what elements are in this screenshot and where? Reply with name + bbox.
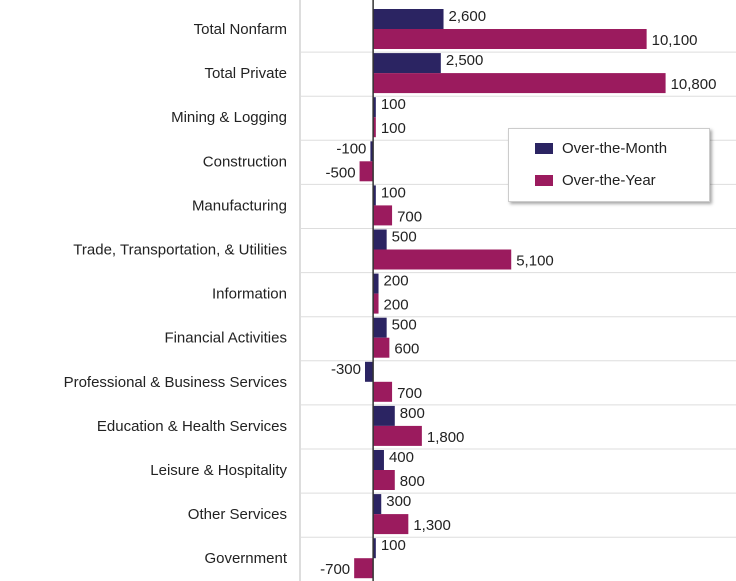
value-label: 500: [392, 228, 417, 245]
bar: [373, 470, 395, 490]
bar: [354, 558, 374, 579]
bar: [373, 117, 376, 138]
bar: [373, 450, 384, 470]
value-label: 10,800: [671, 76, 717, 93]
category-label: Trade, Transportation, & Utilities: [73, 241, 287, 258]
value-label: 1,300: [413, 517, 451, 534]
category-label: Other Services: [188, 506, 287, 523]
bar: [373, 249, 512, 270]
bar: [373, 381, 393, 402]
value-label: 1,800: [427, 429, 465, 446]
bar: [373, 205, 393, 226]
legend-item: Over-the-Year: [535, 170, 656, 190]
category-label: Professional & Business Services: [64, 374, 287, 391]
bar: [370, 141, 374, 162]
legend-label: Over-the-Year: [562, 171, 656, 189]
category-label: Information: [212, 286, 287, 303]
bar: [373, 185, 376, 206]
value-label: 700: [397, 385, 422, 402]
legend-label: Over-the-Month: [562, 139, 668, 157]
value-label: 800: [400, 405, 425, 422]
bar: [373, 538, 376, 559]
legend-swatch: [535, 174, 553, 186]
category-label: Total Private: [204, 65, 287, 82]
bar: [373, 273, 379, 294]
value-label: 100: [381, 184, 406, 201]
category-label: Construction: [203, 153, 287, 170]
value-label: -100: [336, 140, 366, 157]
value-label: 500: [392, 317, 417, 334]
bar: [373, 514, 409, 535]
value-label: 5,100: [516, 252, 554, 269]
value-label: 300: [386, 493, 411, 510]
category-label: Government: [204, 550, 287, 567]
bar: [373, 317, 387, 338]
value-label: 2,600: [449, 8, 487, 25]
bar: [373, 29, 647, 49]
value-label: 2,500: [446, 52, 484, 69]
bar: [373, 97, 376, 118]
bar: [373, 229, 387, 250]
category-label: Total Nonfarm: [194, 21, 287, 38]
bar: [373, 337, 390, 358]
category-label: Leisure & Hospitality: [150, 462, 287, 479]
value-label: -700: [320, 561, 350, 578]
value-label: 600: [394, 341, 419, 358]
value-label: 200: [384, 297, 409, 314]
bar: [359, 161, 374, 182]
bar: [373, 9, 444, 29]
legend-swatch: [535, 142, 553, 154]
category-label: Financial Activities: [164, 330, 287, 347]
bar: [373, 494, 382, 515]
category-label: Mining & Logging: [171, 109, 287, 126]
value-label: 200: [384, 273, 409, 290]
value-label: 400: [389, 449, 414, 466]
value-label: 100: [381, 537, 406, 554]
bar: [373, 425, 422, 446]
bar: [373, 73, 666, 94]
value-label: 700: [397, 208, 422, 225]
value-label: 100: [381, 120, 406, 137]
legend-item: Over-the-Month: [535, 138, 667, 158]
bar: [373, 53, 441, 74]
legend: Over-the-Month Over-the-Year: [508, 128, 710, 202]
bar: [373, 405, 395, 426]
value-label: -500: [326, 164, 356, 181]
category-label: Education & Health Services: [97, 418, 287, 435]
bar: [364, 361, 374, 382]
value-label: 100: [381, 96, 406, 113]
value-label: -300: [331, 361, 361, 378]
bar: [373, 293, 379, 314]
value-label: 10,100: [652, 32, 698, 49]
category-label: Manufacturing: [192, 197, 287, 214]
value-label: 800: [400, 473, 425, 490]
